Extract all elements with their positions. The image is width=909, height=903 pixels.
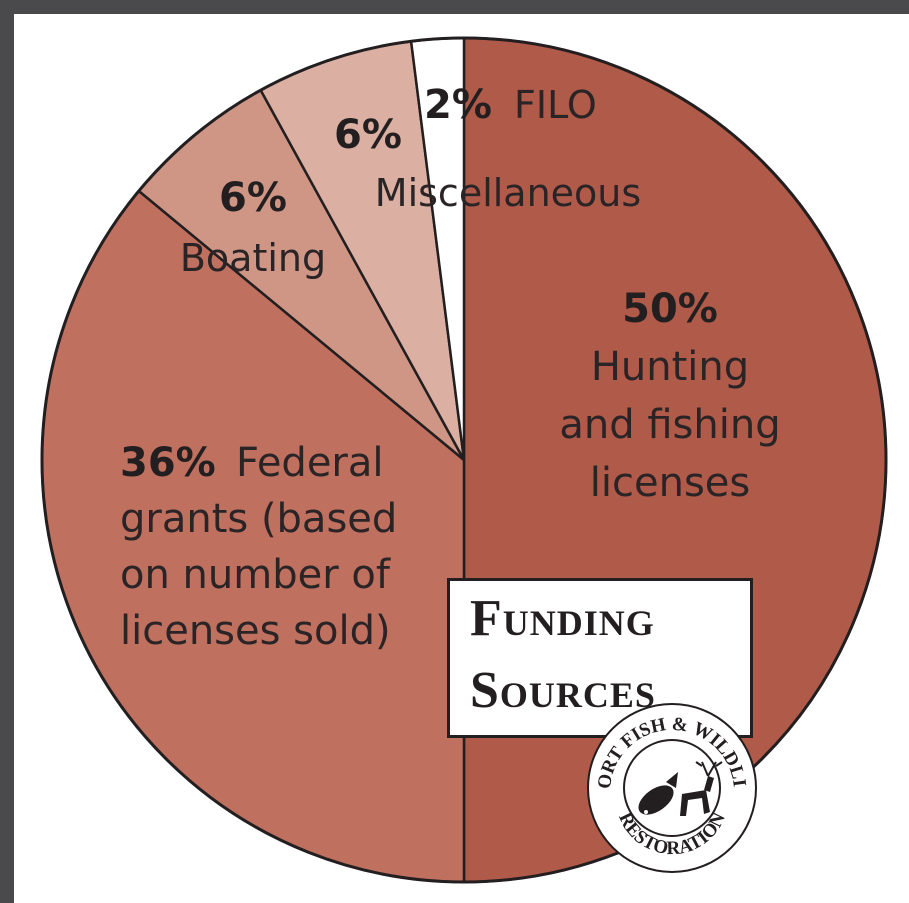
slice-label-pct-misc: 6%: [334, 112, 402, 158]
slice-label-federal-line4: licenses sold): [120, 608, 391, 654]
slice-label-pct-filo: 2%: [424, 82, 492, 128]
fish-icon: [638, 772, 678, 815]
chart-title-line1: Funding: [470, 590, 655, 647]
slice-label-hunting-line3: licenses: [590, 460, 750, 506]
slice-label-federal-line2: grants (based: [120, 496, 397, 542]
slice-label-pct-federal: 36%: [120, 440, 216, 486]
slice-label-misc: Miscellaneous: [375, 171, 641, 215]
sport-fish-wildlife-restoration-logo: SPORT FISH & WILDLIFE RESTORATION: [586, 702, 757, 873]
slice-label-federal-line3: on number of: [120, 552, 391, 598]
slice-label-boating: Boating: [180, 236, 326, 280]
deer-icon: [680, 761, 723, 816]
slice-label-pct-hunting: 50%: [622, 286, 718, 332]
slice-label-pct-boating: 6%: [219, 175, 287, 221]
chart-title-line2: Sources: [470, 662, 656, 719]
slice-label-filo: FILO: [514, 83, 597, 127]
pie-outline: [40, 36, 888, 884]
slice-label-federal-line1: Federal: [236, 440, 384, 486]
slice-label-hunting-line1: Hunting: [591, 344, 749, 390]
slice-label-hunting-line2: and fishing: [559, 402, 780, 448]
